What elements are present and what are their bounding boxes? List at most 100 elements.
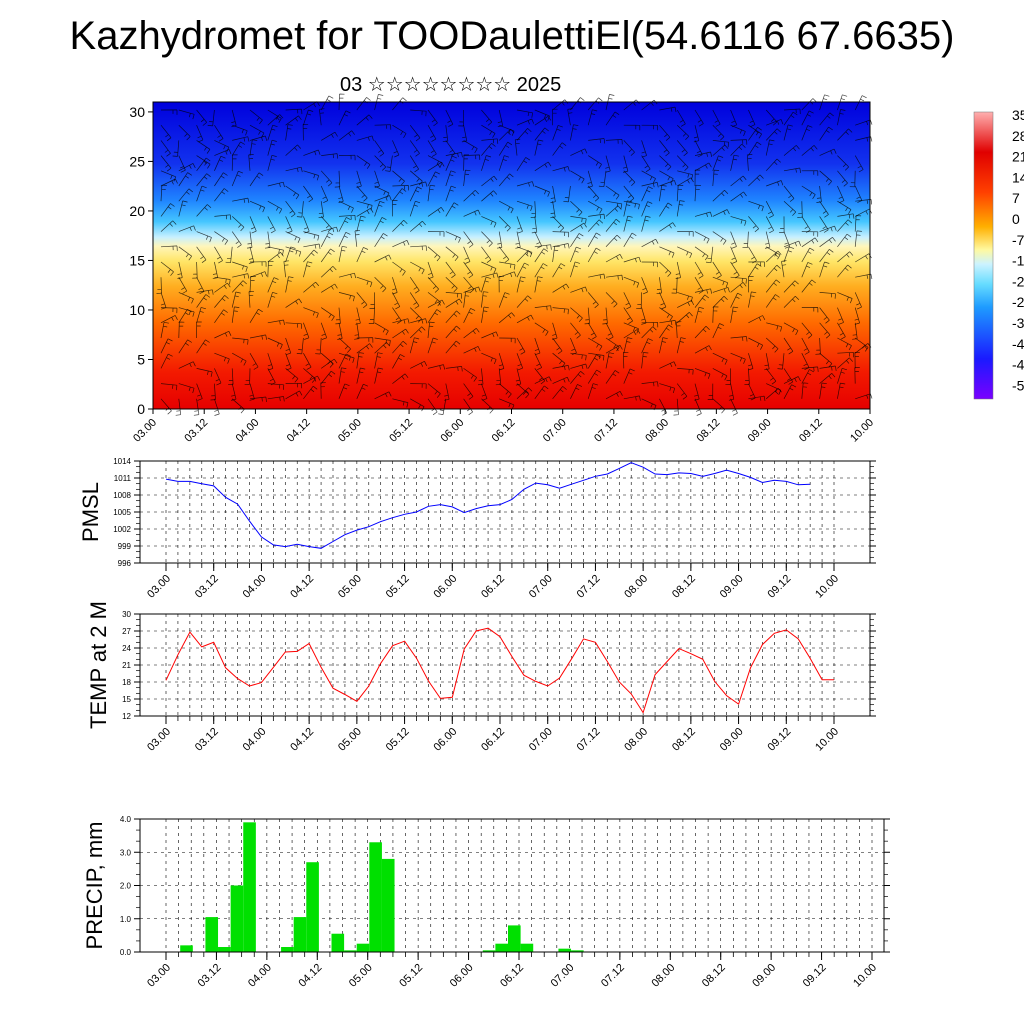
wind-barb	[410, 245, 427, 251]
wind-barb	[232, 136, 250, 142]
wind-barb	[516, 250, 533, 263]
wind-barb	[481, 272, 499, 278]
wind-barb	[855, 136, 873, 142]
wind-barb	[248, 246, 255, 264]
wind-barb	[249, 308, 263, 323]
wind-barb	[570, 246, 582, 263]
wind-barb	[819, 126, 833, 141]
wind-barb	[156, 277, 162, 294]
x-tick-label: 07.00	[527, 726, 555, 754]
wind-barb	[783, 108, 801, 115]
wind-barb	[409, 220, 426, 232]
wind-barb	[445, 276, 458, 293]
x-tick-label: 07.12	[592, 417, 620, 445]
wind-barb	[196, 321, 202, 339]
wind-barb	[232, 337, 249, 345]
wind-barb	[267, 124, 278, 141]
wind-barb	[819, 237, 836, 248]
wind-barb	[160, 321, 169, 339]
precip-bar	[495, 943, 508, 952]
wind-barb	[748, 127, 762, 141]
wind-barb	[570, 322, 581, 339]
y-tick-label: 4.0	[120, 815, 132, 824]
wind-barb	[854, 215, 862, 232]
wind-barb	[444, 383, 450, 401]
wind-barb	[801, 145, 818, 156]
wind-barb	[320, 170, 333, 187]
wind-barb	[463, 246, 471, 264]
wind-barb	[801, 322, 813, 339]
wind-barb	[267, 109, 282, 123]
wind-barb	[463, 209, 481, 217]
wind-barb	[160, 315, 178, 324]
wind-barb	[819, 225, 837, 232]
wind-barb	[730, 175, 747, 187]
wind-barb	[623, 200, 633, 217]
wind-barb	[641, 215, 651, 232]
wind-barb	[694, 246, 709, 261]
wind-barb	[409, 277, 420, 294]
wind-barb	[588, 138, 606, 144]
wind-barb	[570, 307, 583, 323]
wind-barb	[587, 383, 599, 399]
wind-barb	[427, 309, 442, 323]
wind-barb	[214, 149, 232, 156]
wind-barb	[730, 398, 738, 416]
wind-barb	[410, 261, 425, 275]
wind-barb	[837, 351, 855, 358]
wind-barb	[303, 385, 318, 400]
x-tick-label: 03.00	[145, 726, 173, 754]
wind-barb	[801, 262, 813, 278]
wind-barb	[730, 124, 746, 137]
wind-barb	[641, 326, 657, 339]
colorbar-label: -56	[1012, 377, 1024, 393]
wind-barb	[231, 170, 244, 187]
wind-barb	[854, 155, 864, 173]
wind-barb	[354, 229, 361, 247]
wind-barb	[267, 114, 284, 126]
wind-barb	[659, 155, 672, 171]
series-line	[165, 627, 834, 714]
x-tick-label: 09.12	[797, 417, 825, 445]
wind-barb	[338, 130, 355, 141]
wind-barb	[409, 337, 420, 354]
wind-barb	[783, 368, 794, 385]
wind-barb	[303, 249, 318, 263]
wind-barb	[570, 286, 588, 293]
wind-barb	[285, 298, 302, 308]
wind-barb	[374, 195, 392, 202]
wind-barb	[605, 344, 623, 354]
wind-barb	[356, 185, 368, 202]
wind-barb	[623, 170, 636, 187]
wind-barb	[196, 155, 211, 169]
y-tick-label: 5	[137, 351, 145, 367]
wind-barb	[498, 275, 505, 293]
colorbar-bar	[973, 111, 994, 400]
wind-barb	[392, 124, 407, 138]
wind-barb	[356, 276, 373, 288]
wind-barb	[605, 274, 623, 281]
wind-barb	[570, 148, 588, 156]
wind-barb	[196, 157, 211, 172]
wind-barb	[285, 185, 300, 200]
wind-barb	[552, 125, 563, 141]
wind-barb	[534, 116, 552, 126]
wind-barb	[249, 383, 255, 401]
wind-barb	[196, 368, 213, 377]
wind-barb	[623, 337, 633, 354]
wind-barb	[303, 281, 320, 293]
wind-barb	[196, 185, 207, 202]
wind-barb	[783, 295, 800, 308]
wind-barb	[427, 161, 445, 172]
wind-barb	[463, 346, 481, 354]
x-tick-label: 05.00	[347, 962, 375, 990]
wind-barb	[765, 279, 781, 293]
x-tick-label: 05.12	[384, 573, 412, 601]
wind-barb	[534, 353, 543, 371]
wind-barb	[605, 185, 620, 200]
x-tick-label: 06.12	[479, 573, 507, 601]
wind-barb	[207, 109, 215, 127]
wind-barb	[321, 226, 339, 233]
wind-barb	[285, 337, 292, 356]
wind-barb	[748, 200, 764, 212]
